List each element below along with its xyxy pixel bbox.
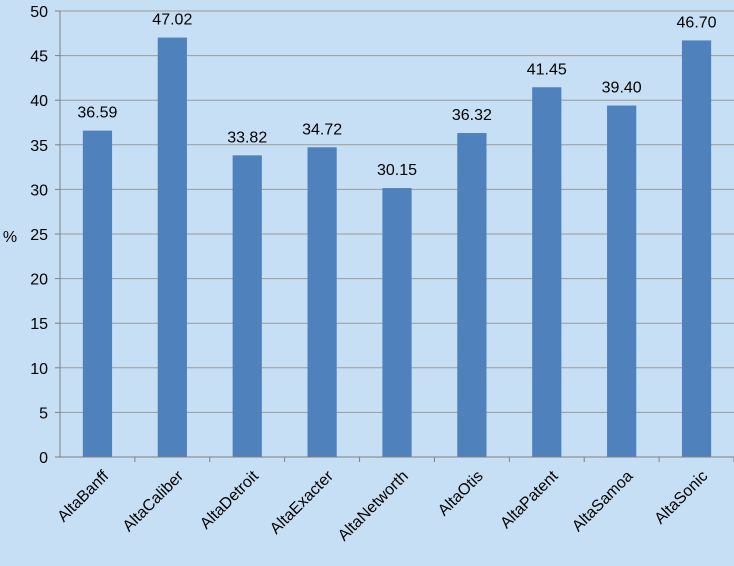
y-tick-label: 15 [30,316,48,333]
data-label: 46.70 [677,14,717,31]
x-category-label: AltaExacter [267,467,337,537]
x-category-label: AltaCaliber [120,467,188,535]
bar-altacaliber [157,37,187,457]
y-tick-label: 5 [39,405,48,422]
y-tick-label: 40 [30,93,48,110]
y-tick-label: 10 [30,361,48,378]
bar-altaexacter [307,147,337,457]
y-tick-label: 35 [30,138,48,155]
y-tick-label: 0 [39,450,48,467]
bars [82,37,712,458]
data-label: 47.02 [152,12,192,29]
bar-altasonic [681,40,712,457]
x-category-label: AltaBanff [55,467,113,525]
bar-altanetworth [382,188,412,457]
data-label: 36.59 [77,105,117,122]
x-category-label: AltaDetroit [197,467,262,532]
x-category-label: AltaPatent [497,467,562,532]
data-label: 33.82 [227,129,267,146]
axes [55,10,734,462]
data-label: 30.15 [377,162,417,179]
data-label: 41.45 [527,61,567,78]
x-category-label: AltaOtis [435,468,487,520]
data-label: 39.40 [602,80,642,97]
y-tick-label: 25 [30,227,48,244]
data-label: 36.32 [452,107,492,124]
bar-altasamoa [607,105,637,457]
y-tick-label: 20 [30,272,48,289]
bar-altapatent [532,87,562,458]
y-tick-label: 50 [30,4,48,21]
y-axis-title: % [3,229,17,246]
bar-altaotis [457,133,487,457]
bar-altabanff [82,130,113,458]
y-tick-label: 30 [30,182,48,199]
x-category-label: AltaSonic [652,468,712,528]
bar-altadetroit [232,155,262,457]
data-label: 34.72 [302,121,342,138]
y-tick-label: 45 [30,49,48,66]
x-category-label: AltaNetworth [335,468,412,545]
x-category-label: AltaSamoa [569,468,636,535]
